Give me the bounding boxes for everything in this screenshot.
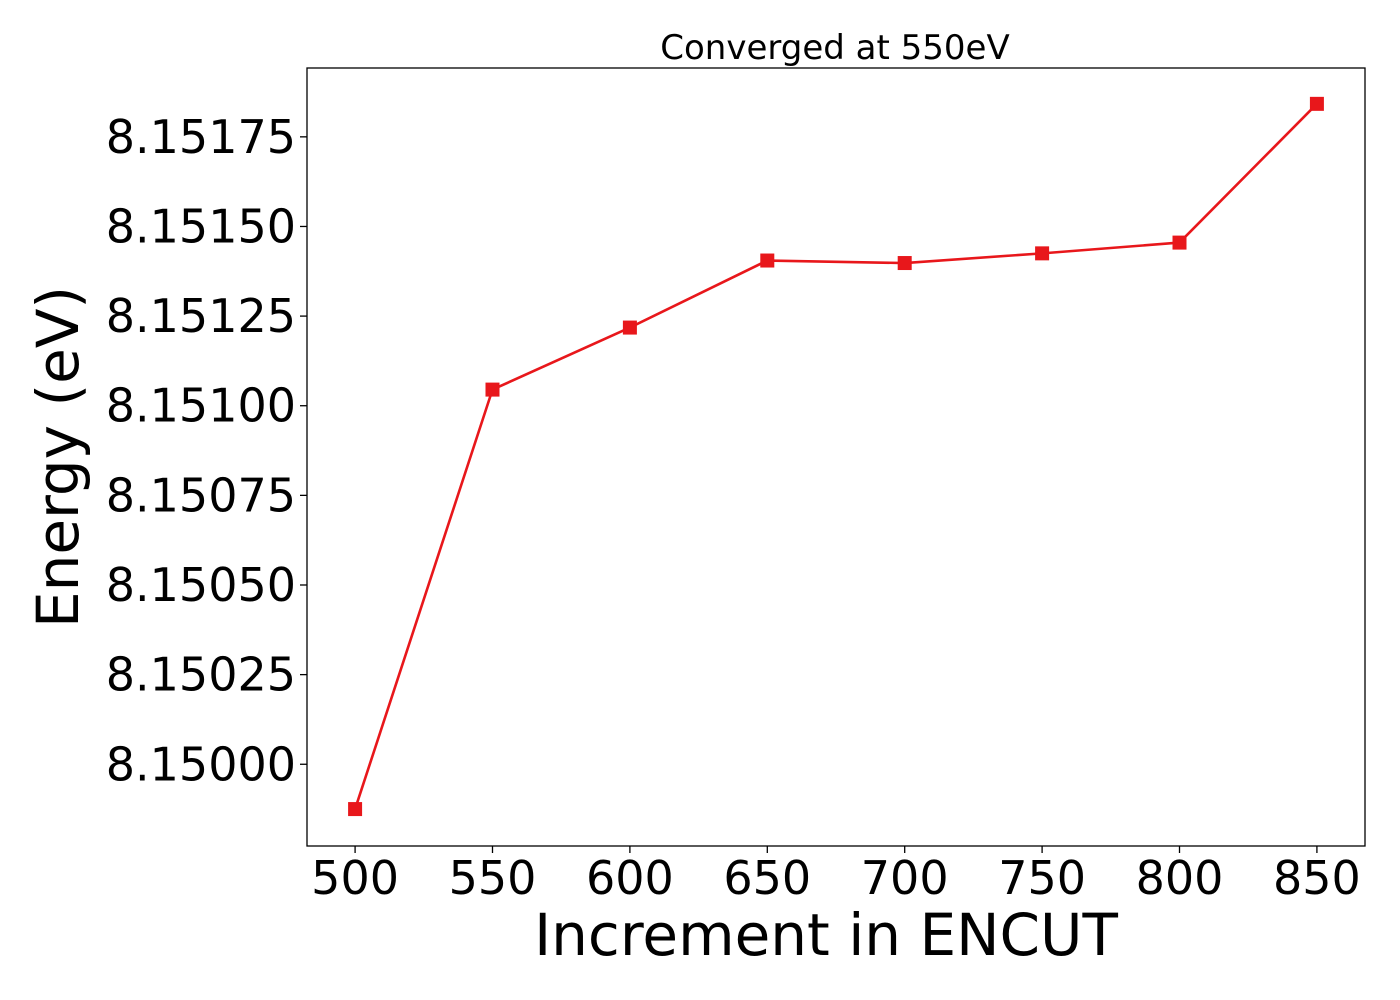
y-tick-label: 8.15050 <box>106 558 296 612</box>
y-axis-label: Energy (eV) <box>24 286 92 628</box>
y-tick-label: 8.15000 <box>106 737 296 791</box>
x-tick-label: 600 <box>586 851 674 905</box>
y-tick-label: 8.15100 <box>106 379 296 433</box>
y-tick-label: 8.15125 <box>106 289 296 343</box>
data-point-marker <box>622 320 637 335</box>
data-point-marker <box>1309 96 1324 111</box>
data-point-marker <box>1035 246 1050 261</box>
data-point-marker <box>1172 235 1187 250</box>
x-tick-label: 550 <box>449 851 537 905</box>
x-tick-label: 700 <box>861 851 949 905</box>
data-point-marker <box>348 802 363 817</box>
x-tick-label: 800 <box>1136 851 1224 905</box>
x-tick-label: 850 <box>1273 851 1361 905</box>
y-tick-label: 8.15150 <box>106 199 296 253</box>
plot-area-frame <box>306 67 1366 847</box>
y-axis-ticks: 8.15000 8.15025 8.15050 8.15075 8.15100 8.151… <box>106 110 307 791</box>
data-point-marker <box>760 253 775 268</box>
x-axis-label: Increment in ENCUT <box>534 901 1118 969</box>
x-tick-label: 500 <box>311 851 399 905</box>
data-point-marker <box>485 382 500 397</box>
data-point-marker <box>897 256 912 271</box>
x-axis-ticks: 500 550 600 650 700 750 800 850 <box>311 846 1361 905</box>
x-tick-label: 750 <box>998 851 1086 905</box>
series-line <box>353 102 1318 810</box>
chart-title: Converged at 550eV <box>660 28 1009 68</box>
y-tick-label: 8.15175 <box>106 110 296 164</box>
y-tick-label: 8.15025 <box>106 648 296 702</box>
x-tick-label: 650 <box>723 851 811 905</box>
series-layer <box>348 96 1324 817</box>
y-tick-label: 8.15075 <box>106 468 296 522</box>
